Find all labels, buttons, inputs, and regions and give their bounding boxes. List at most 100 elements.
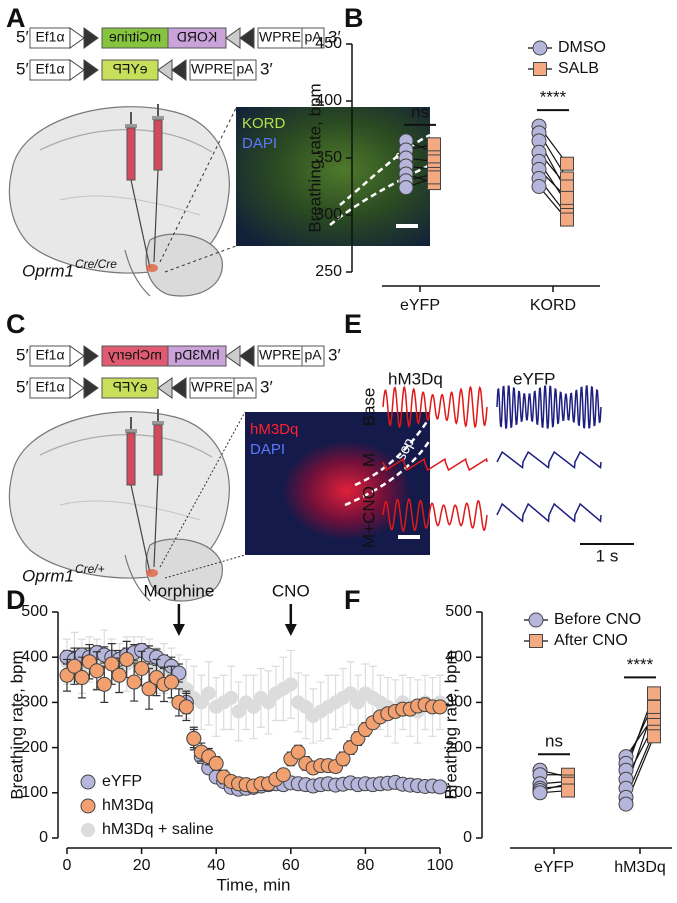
itr-triangle (69, 345, 85, 367)
x-tick-label: 40 (207, 857, 225, 874)
panel-label: D (6, 585, 26, 615)
legend-marker (529, 634, 543, 648)
marker (119, 651, 135, 667)
micrograph-label: DAPI (242, 135, 277, 152)
legend-label: hM3Dq (102, 797, 154, 814)
x-tick-label: eYFP (400, 297, 440, 314)
breathing-trace (496, 385, 602, 429)
marker (96, 676, 112, 692)
time-scale-label: 1 s (596, 546, 619, 565)
gene-label: mCherry (108, 347, 162, 363)
three-prime: 3′ (328, 27, 341, 46)
gene-label: mCitrine (109, 29, 161, 45)
marker (283, 677, 298, 692)
y-tick-label: 100 (445, 784, 472, 801)
marker (290, 744, 306, 760)
x-tick-label: 60 (282, 857, 300, 874)
itr-triangle (157, 59, 173, 81)
marker (74, 670, 90, 686)
marker (111, 667, 127, 683)
promoter: Ef1α (35, 29, 64, 45)
annotation: CNO (272, 581, 310, 600)
y-tick-label: 300 (445, 694, 472, 711)
breathing-trace (496, 450, 602, 470)
marker (647, 699, 661, 714)
panel-label: E (344, 309, 362, 339)
y-tick-label: 200 (21, 739, 48, 756)
wpre: WPRE (259, 347, 301, 363)
y-tick-label: 500 (21, 603, 48, 620)
marker (560, 156, 574, 171)
gene-label: eYFP (112, 61, 147, 77)
region-outline (329, 133, 431, 226)
pa-box (233, 377, 257, 399)
y-tick-label: 0 (463, 829, 472, 846)
panel-label: A (6, 3, 26, 33)
itr-triangle (83, 377, 99, 399)
panel-label: F (344, 585, 361, 615)
marker (398, 180, 414, 196)
y-tick-label: 350 (315, 149, 342, 166)
itr-triangle (171, 59, 187, 81)
breathing-trace (382, 497, 488, 533)
wpre: WPRE (191, 379, 233, 395)
trace-group: eYFP (513, 369, 556, 388)
gene-label: eYFP (112, 379, 147, 395)
marker (275, 767, 291, 783)
y-tick-label: 450 (315, 35, 342, 52)
marker (560, 190, 574, 205)
marker (618, 796, 634, 812)
gene-label: KORD (177, 29, 217, 45)
significance-label: **** (627, 655, 654, 674)
marker (647, 729, 661, 744)
genotype: Cre/+ (75, 562, 105, 576)
arrow-head (284, 624, 297, 636)
mouse-line: Oprm1 (22, 566, 74, 585)
marker (201, 686, 216, 701)
marker (531, 179, 547, 194)
zoom-line (159, 411, 246, 568)
five-prime: 5′ (16, 59, 29, 78)
marker (163, 674, 179, 690)
trace-condition: M+CNO (359, 486, 378, 548)
marker (335, 751, 351, 767)
breathing-trace (496, 502, 602, 523)
zoom-line (159, 107, 237, 263)
marker (89, 663, 105, 679)
promoter: Ef1α (35, 379, 64, 395)
pa-box (233, 59, 257, 81)
trace-condition: Base (359, 388, 378, 427)
itr-triangle (157, 377, 173, 399)
itr-triangle (171, 377, 187, 399)
pa: pA (236, 61, 254, 77)
marker (427, 137, 441, 152)
zoom-line (164, 245, 237, 273)
legend-marker (81, 823, 95, 837)
region-outline (344, 419, 432, 507)
itr-triangle (239, 27, 255, 49)
y-tick-label: 300 (315, 206, 342, 223)
y-tick-label: 250 (315, 263, 342, 280)
trace-condition: M (359, 453, 378, 467)
pa-box (301, 345, 325, 367)
five-prime: 5′ (16, 345, 29, 364)
y-tick-label: 400 (445, 648, 472, 665)
itr-triangle (83, 345, 99, 367)
pa: pA (304, 29, 322, 45)
x-tick-label: hM3Dq (614, 859, 666, 876)
promoter: Ef1α (35, 347, 64, 363)
legend-label: DMSO (558, 39, 606, 56)
mouse-line: Oprm1 (22, 261, 74, 280)
x-tick-label: 20 (133, 857, 151, 874)
x-tick-label: 80 (357, 857, 375, 874)
y-tick-label: 400 (21, 648, 48, 665)
scale-bar (398, 535, 420, 539)
pa: pA (236, 379, 254, 395)
itr-triangle (225, 345, 241, 367)
legend-label: hM3Dq + saline (102, 821, 214, 838)
legend-marker (80, 774, 96, 790)
panel-label: B (344, 3, 364, 33)
marker (126, 674, 142, 690)
